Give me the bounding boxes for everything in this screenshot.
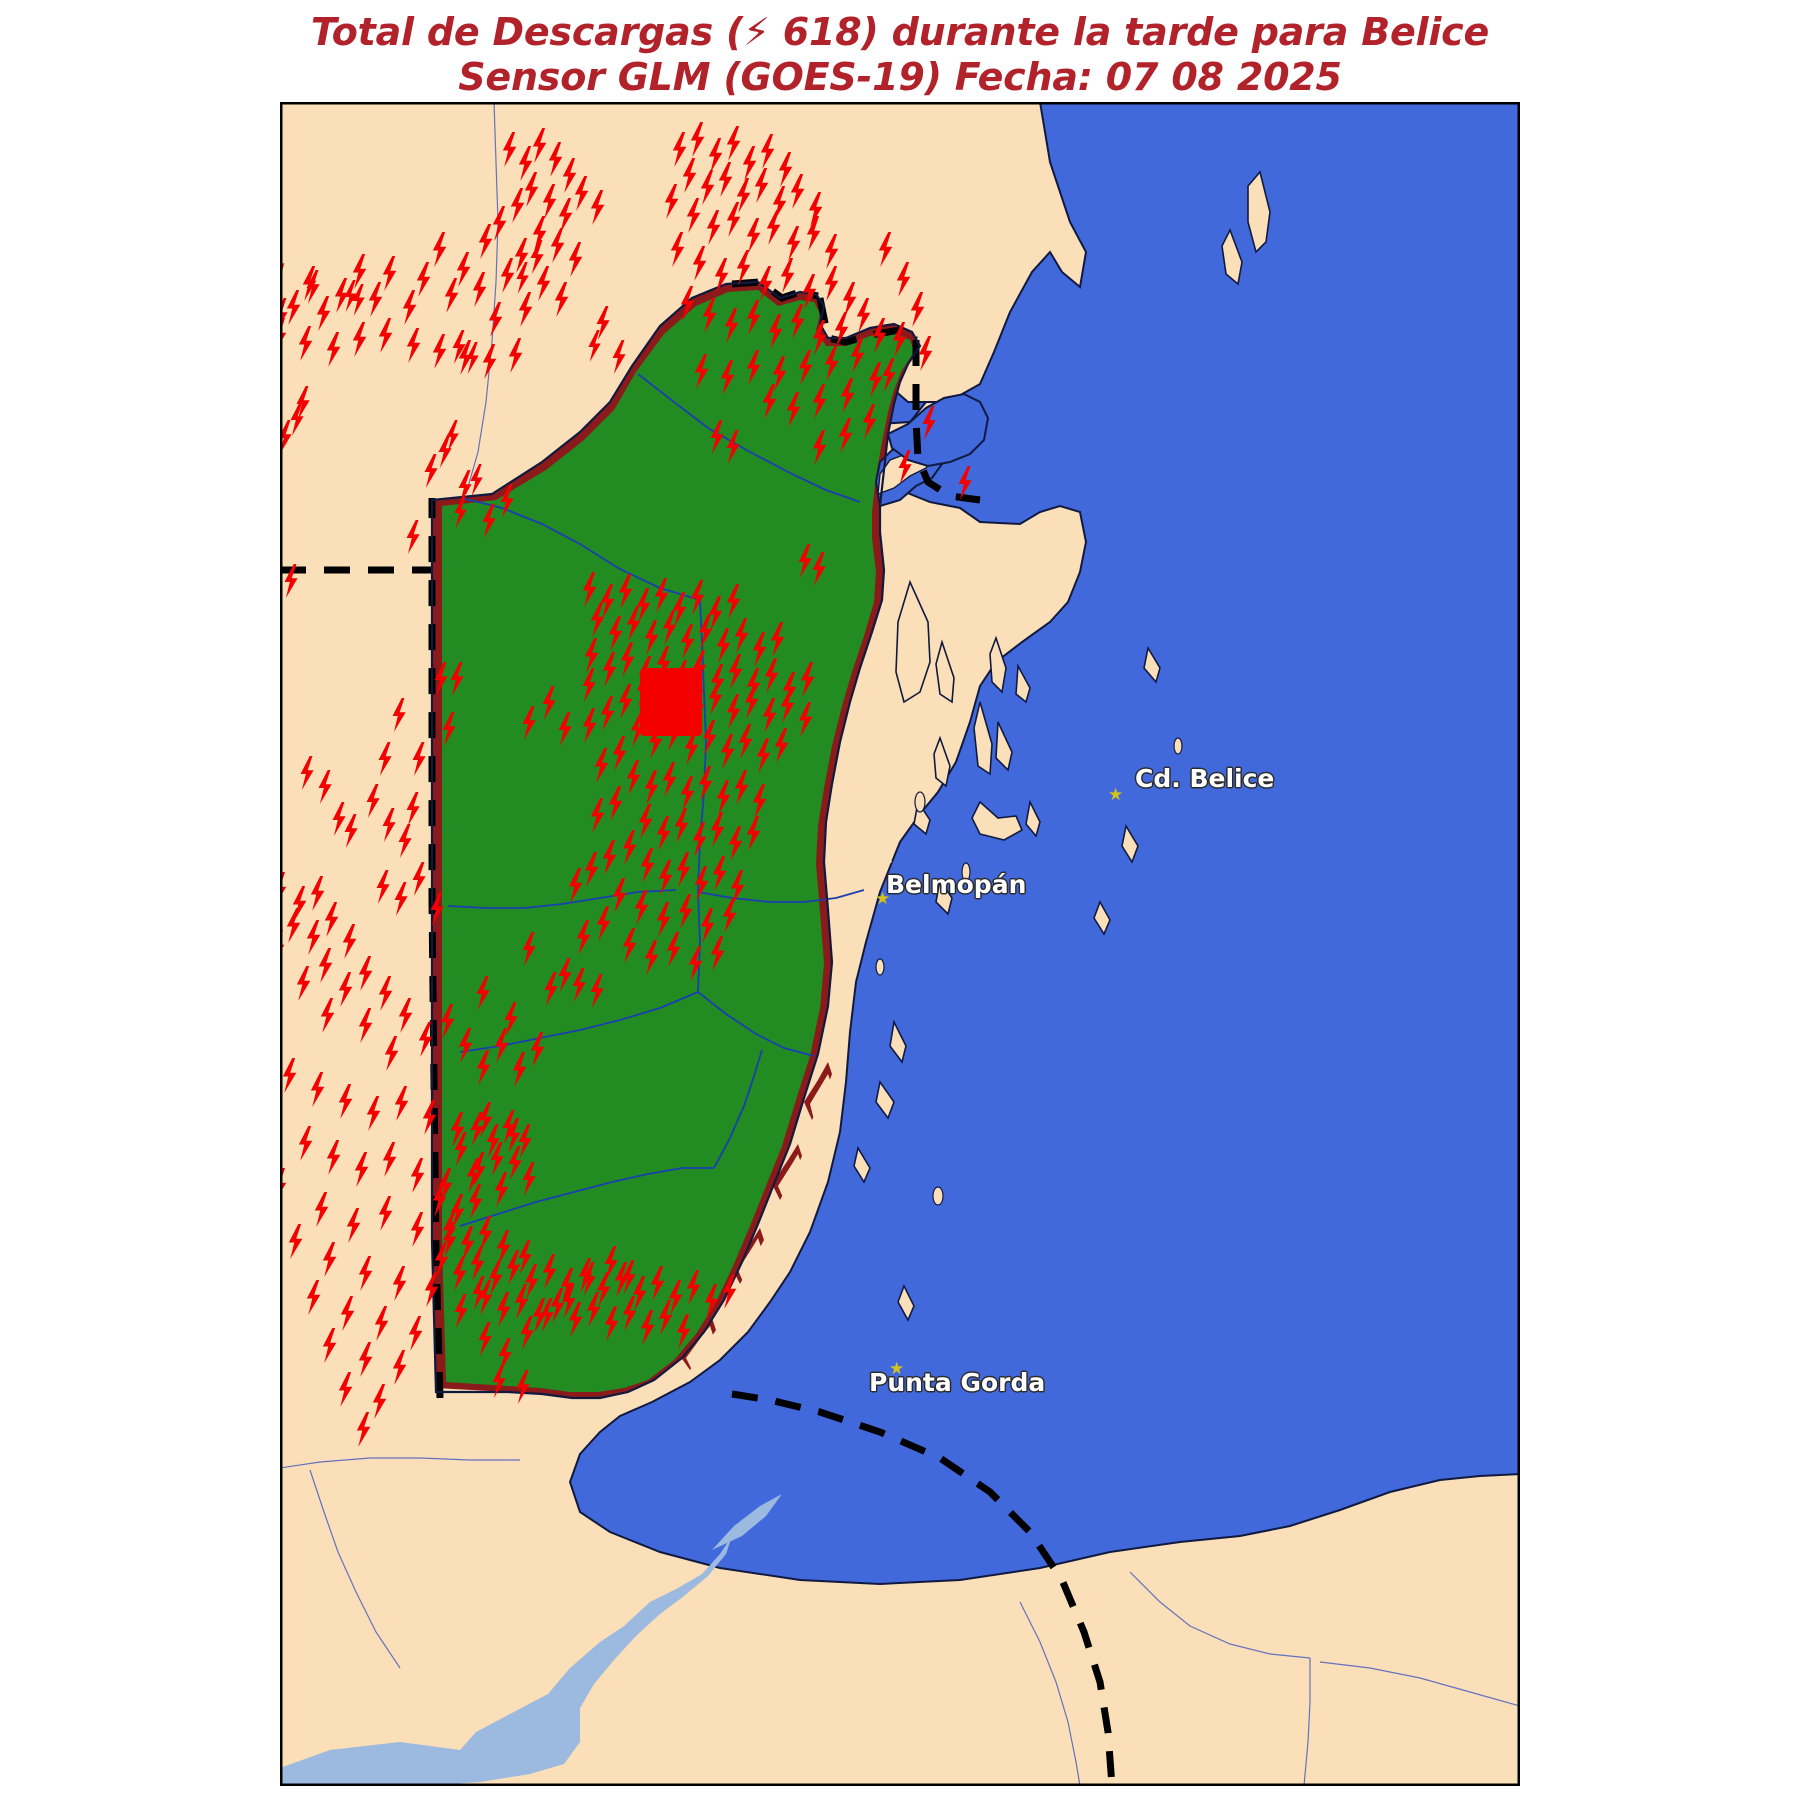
city-marker-punta-gorda[interactable]: ★: [889, 1359, 905, 1379]
title-line-1: Total de Descargas (⚡ 618) durante la ta…: [310, 10, 1490, 54]
offshore-cays: [853, 170, 1271, 1322]
city-marker-cd-belice[interactable]: ★: [1108, 785, 1124, 805]
lightning-cluster-central: [568, 572, 815, 981]
city-marker-belmopan[interactable]: ★: [875, 889, 891, 909]
inland-lake: [282, 1536, 732, 1784]
map-frame[interactable]: ★ Cd. Belice ★ Belmopán ★ Punta Gorda: [280, 102, 1520, 1786]
map-canvas: [282, 104, 1518, 1784]
page-title: Total de Descargas (⚡ 618) durante la ta…: [0, 10, 1800, 100]
beach-strip: [686, 774, 914, 1370]
title-line-2: Sensor GLM (GOES-19) Fecha: 07 08 2025: [458, 54, 1342, 99]
belize-outline: [430, 280, 922, 1400]
district-boundaries: [447, 373, 865, 1227]
lightning-flashes: [282, 122, 972, 1447]
